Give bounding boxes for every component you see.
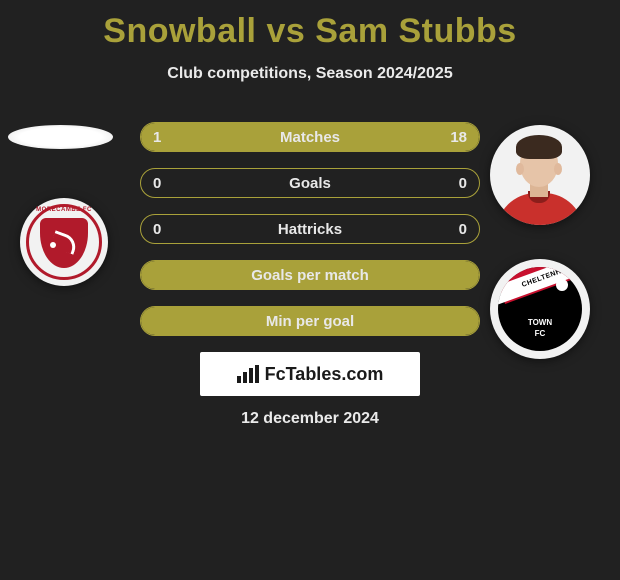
stat-left-value: 1 bbox=[153, 129, 161, 146]
player1-club-crest: MORECAMBE FC bbox=[20, 198, 108, 286]
stat-label: Min per goal bbox=[266, 313, 354, 330]
stat-left-value: 0 bbox=[153, 221, 161, 238]
stat-label: Goals per match bbox=[251, 267, 369, 284]
player1-name: Snowball bbox=[103, 12, 256, 50]
stat-right-value: 0 bbox=[459, 221, 467, 238]
stats-panel: 1 18 Matches 0 0 Goals 0 0 Hattricks Goals per ma… bbox=[140, 122, 480, 352]
subtitle: Club competitions, Season 2024/2025 bbox=[0, 65, 620, 83]
player2-club-crest: CHELTENHAM TOWN FC bbox=[490, 259, 590, 359]
crest-right-lower: TOWN FC bbox=[498, 317, 582, 339]
brand-badge: FcTables.com bbox=[200, 352, 420, 396]
stat-row: 1 18 Matches bbox=[140, 122, 480, 152]
stat-left-value: 0 bbox=[153, 175, 161, 192]
stat-row: Goals per match bbox=[140, 260, 480, 290]
player2-avatar bbox=[490, 125, 590, 225]
stat-right-value: 18 bbox=[450, 129, 467, 146]
stat-row: Min per goal bbox=[140, 306, 480, 336]
stat-right-value: 0 bbox=[459, 175, 467, 192]
crest-left-text: MORECAMBE FC bbox=[20, 207, 108, 213]
page-title: Snowball vs Sam Stubbs bbox=[0, 0, 620, 51]
player1-avatar bbox=[8, 125, 113, 149]
player2-name: Sam Stubbs bbox=[315, 12, 516, 50]
bar-chart-icon bbox=[237, 365, 259, 383]
date-label: 12 december 2024 bbox=[0, 410, 620, 428]
stat-label: Goals bbox=[289, 175, 331, 192]
vs-text: vs bbox=[266, 12, 305, 50]
stat-label: Hattricks bbox=[278, 221, 342, 238]
stat-row: 0 0 Hattricks bbox=[140, 214, 480, 244]
stat-label: Matches bbox=[280, 129, 340, 146]
brand-text: FcTables.com bbox=[265, 364, 384, 385]
stat-row: 0 0 Goals bbox=[140, 168, 480, 198]
